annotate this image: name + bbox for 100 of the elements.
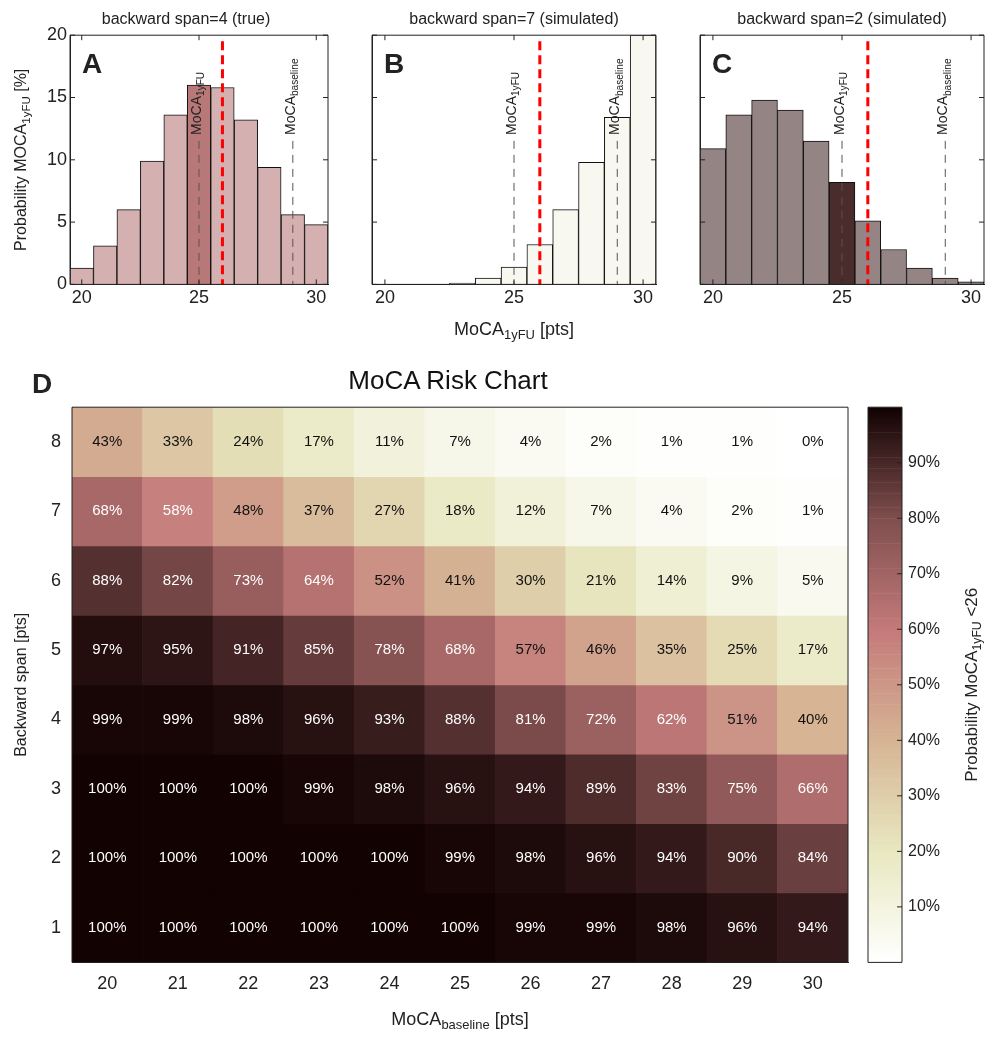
- data-label: 41%: [444, 570, 476, 588]
- data-label: 2%: [731, 501, 754, 519]
- data-label: 35%: [656, 640, 687, 658]
- data-label: 96%: [727, 917, 758, 935]
- data-label: 88%: [92, 570, 123, 588]
- data-label: 100%: [370, 848, 409, 866]
- color-bar-label: 30%: [908, 786, 941, 804]
- data-label: 21%: [586, 570, 617, 588]
- x-tick-label: 25: [449, 973, 471, 994]
- data-label: 62%: [656, 709, 687, 727]
- data-label: 94%: [797, 917, 828, 935]
- data-label: 24%: [233, 432, 264, 450]
- data-label: 82%: [162, 570, 193, 588]
- data-label: 83%: [656, 779, 687, 797]
- data-label: 12%: [515, 501, 546, 519]
- y-tick-label: 15: [46, 86, 68, 107]
- data-label: 98%: [656, 917, 687, 935]
- data-label: 72%: [586, 709, 617, 727]
- color-bar-label: 60%: [908, 619, 941, 637]
- data-label: 40%: [797, 709, 828, 727]
- chart-title: backward span=7 (simulated): [409, 10, 619, 28]
- data-label: 100%: [88, 917, 127, 935]
- data-label: 84%: [797, 848, 828, 866]
- data-label: 93%: [374, 709, 405, 727]
- x-tick-label: 20: [702, 287, 723, 308]
- data-label: 94%: [656, 848, 687, 866]
- data-label: 58%: [162, 501, 193, 519]
- data-label: 91%: [233, 640, 264, 658]
- data-label: 78%: [374, 640, 405, 658]
- y-tick-label: 4: [51, 708, 62, 729]
- x-tick-label: 26: [520, 973, 541, 994]
- data-label: 17%: [303, 432, 334, 450]
- data-label: 81%: [515, 709, 546, 727]
- data-label: 0%: [801, 432, 824, 450]
- data-label: 57%: [515, 640, 546, 658]
- data-label: 9%: [731, 570, 754, 588]
- x-tick-label: 30: [306, 287, 327, 308]
- data-label: 100%: [88, 848, 127, 866]
- data-label: 100%: [370, 917, 409, 935]
- y-tick-label: 0: [57, 273, 68, 294]
- y-tick-label: 8: [51, 430, 62, 451]
- data-label: 7%: [590, 501, 612, 519]
- ref-line-label: MoCAbaseline: [606, 58, 625, 135]
- data-label: 100%: [229, 779, 268, 797]
- data-label: 75%: [727, 779, 758, 797]
- data-label: 64%: [303, 570, 334, 588]
- y-tick-label: 10: [46, 148, 68, 169]
- y-tick-label: 1: [51, 916, 62, 937]
- data-label: 4%: [519, 432, 542, 450]
- x-tick-label: 23: [308, 973, 329, 994]
- data-label: 100%: [88, 779, 127, 797]
- data-label: 68%: [92, 501, 123, 519]
- y-tick-label: 5: [57, 211, 68, 232]
- annotation: B: [384, 47, 405, 79]
- data-label: 100%: [158, 848, 198, 866]
- data-label: 99%: [515, 917, 546, 935]
- x-tick-label: 22: [238, 973, 259, 994]
- data-label: 96%: [303, 709, 334, 727]
- data-label: 1%: [731, 432, 754, 450]
- data-label: 94%: [515, 779, 546, 797]
- color-bar-label: 20%: [908, 841, 941, 859]
- y-axis-title: Backward span [pts]: [12, 612, 30, 757]
- data-label: 100%: [440, 917, 480, 935]
- x-tick-label: 25: [831, 287, 853, 308]
- data-label: 100%: [229, 917, 268, 935]
- y-tick-label: 20: [46, 24, 68, 45]
- color-bar-label: 50%: [908, 675, 941, 693]
- ref-line-label: MoCAbaseline: [281, 58, 301, 135]
- data-label: 100%: [299, 917, 339, 935]
- data-label: 98%: [515, 848, 546, 866]
- data-label: 7%: [449, 432, 471, 450]
- data-label: 52%: [374, 570, 405, 588]
- data-label: 18%: [444, 501, 476, 519]
- data-label: 89%: [586, 779, 617, 797]
- data-label: 98%: [233, 709, 264, 727]
- data-label: 2%: [590, 432, 612, 450]
- x-tick-label: 24: [379, 973, 400, 994]
- data-label: 1%: [660, 432, 683, 450]
- x-tick-label: 30: [961, 287, 982, 308]
- x-tick-label: 25: [503, 287, 525, 308]
- y-tick-label: 7: [51, 500, 62, 521]
- chart-title: backward span=2 (simulated): [737, 10, 947, 28]
- data-label: 27%: [374, 501, 405, 519]
- data-label: 33%: [162, 432, 193, 450]
- data-label: 17%: [797, 640, 828, 658]
- x-tick-label: 29: [732, 973, 753, 994]
- data-label: 99%: [586, 917, 617, 935]
- y-axis-title: Probability MOCA1yFU [%]: [12, 68, 33, 251]
- y-tick-label: 2: [51, 847, 62, 868]
- annotation: A: [82, 47, 103, 79]
- annotation: C: [712, 47, 733, 79]
- data-label: 43%: [92, 432, 123, 450]
- y-tick-label: 5: [51, 639, 62, 660]
- data-label: 66%: [797, 779, 828, 797]
- data-label: 99%: [92, 709, 123, 727]
- x-tick-label: 20: [71, 287, 92, 308]
- data-label: 100%: [229, 848, 268, 866]
- data-label: 48%: [233, 501, 264, 519]
- chart-title: MoCA Risk Chart: [348, 364, 549, 395]
- ref-line-label: MoCA1yFU: [187, 71, 207, 135]
